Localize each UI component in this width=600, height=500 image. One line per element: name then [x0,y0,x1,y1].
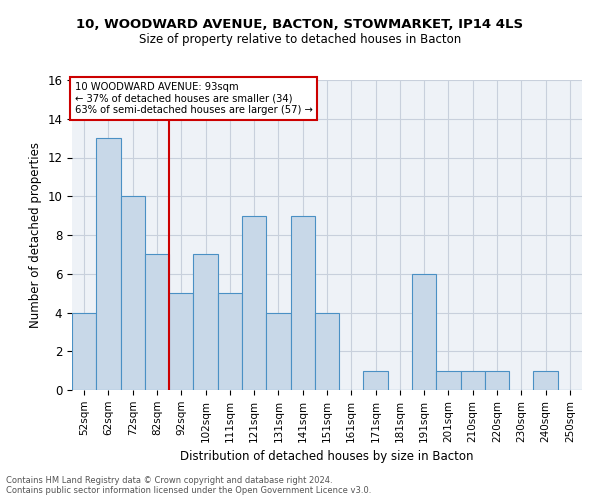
Bar [290,216,315,390]
Bar [461,370,485,390]
Bar [364,370,388,390]
Bar [96,138,121,390]
Bar [412,274,436,390]
Bar [145,254,169,390]
Bar [193,254,218,390]
Text: 10 WOODWARD AVENUE: 93sqm
← 37% of detached houses are smaller (34)
63% of semi-: 10 WOODWARD AVENUE: 93sqm ← 37% of detac… [74,82,313,115]
Bar [169,293,193,390]
Text: 10, WOODWARD AVENUE, BACTON, STOWMARKET, IP14 4LS: 10, WOODWARD AVENUE, BACTON, STOWMARKET,… [76,18,524,30]
Bar [436,370,461,390]
Bar [533,370,558,390]
Text: Size of property relative to detached houses in Bacton: Size of property relative to detached ho… [139,32,461,46]
Bar [266,312,290,390]
Bar [218,293,242,390]
Bar [485,370,509,390]
X-axis label: Distribution of detached houses by size in Bacton: Distribution of detached houses by size … [180,450,474,463]
Bar [121,196,145,390]
Bar [315,312,339,390]
Y-axis label: Number of detached properties: Number of detached properties [29,142,42,328]
Bar [72,312,96,390]
Text: Contains HM Land Registry data © Crown copyright and database right 2024.
Contai: Contains HM Land Registry data © Crown c… [6,476,371,495]
Bar [242,216,266,390]
